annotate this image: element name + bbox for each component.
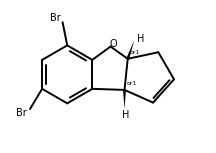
Text: Br: Br	[16, 108, 26, 118]
Text: O: O	[110, 39, 118, 49]
Text: or1: or1	[129, 50, 140, 55]
Text: H: H	[122, 110, 129, 120]
Text: or1: or1	[127, 81, 137, 86]
Text: Br: Br	[50, 13, 60, 22]
Polygon shape	[126, 41, 134, 59]
Text: H: H	[137, 34, 144, 45]
Polygon shape	[123, 90, 126, 109]
